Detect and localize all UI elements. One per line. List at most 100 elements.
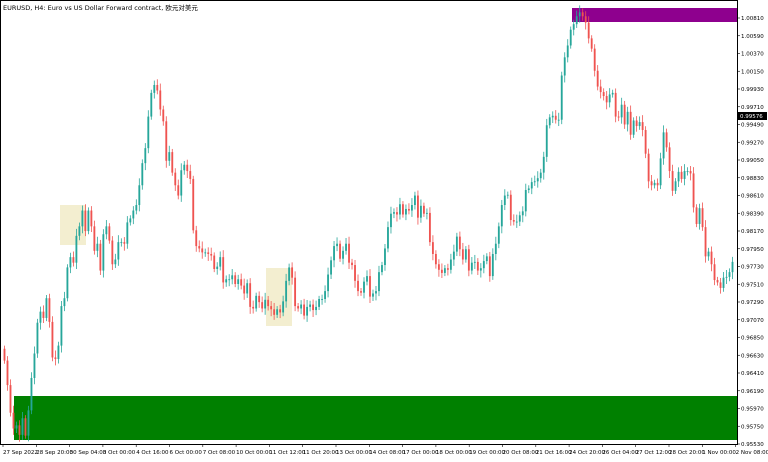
bear-candle <box>267 296 270 311</box>
bull-candle <box>132 206 135 225</box>
bull-candle <box>494 236 497 261</box>
candle-body <box>363 281 365 293</box>
candle-body <box>650 181 653 186</box>
candle-body <box>485 256 488 262</box>
bull-candle <box>120 238 123 247</box>
bull-candle <box>390 206 392 234</box>
candle-body <box>273 309 276 315</box>
bear-candle <box>42 305 45 324</box>
bear-candle <box>554 110 557 124</box>
candle-body <box>419 205 422 218</box>
candle-body <box>144 148 147 164</box>
price-label: 0.96850 <box>741 336 764 342</box>
candle-body <box>632 120 635 135</box>
candle-body <box>93 226 96 251</box>
candle-body <box>126 222 129 244</box>
candle-body <box>689 171 692 174</box>
bear-candle <box>162 105 165 126</box>
price-label: 0.95750 <box>741 424 764 430</box>
candle-body <box>192 178 195 231</box>
candle-body <box>671 171 674 191</box>
bear-candle <box>671 164 674 196</box>
bull-candle <box>147 110 150 154</box>
bear-candle <box>461 242 464 265</box>
candle-body <box>396 212 398 215</box>
candle-body <box>725 276 728 278</box>
bear-candle <box>458 231 461 257</box>
bear-candle <box>440 263 443 278</box>
bull-candle <box>659 152 662 190</box>
bear-candle <box>273 302 276 320</box>
candle-body <box>84 210 87 232</box>
candle-body <box>629 111 632 135</box>
candle-body <box>342 250 344 259</box>
bull-candle <box>345 238 347 255</box>
candle-body <box>288 267 291 281</box>
time-label: 7 Oct 08:00 <box>203 450 236 456</box>
candle-body <box>653 182 656 186</box>
bear-candle <box>156 79 159 95</box>
bear-candle <box>90 206 93 233</box>
time-label: 24 Oct 20:00 <box>569 450 605 456</box>
candle-body <box>455 236 458 252</box>
candle-body <box>635 120 638 127</box>
bear-candle <box>297 302 300 312</box>
candle-body <box>575 16 578 25</box>
bear-candle <box>243 278 246 300</box>
candle-body <box>18 425 21 435</box>
candle-body <box>261 302 264 309</box>
bull-candle <box>129 215 132 226</box>
candles <box>3 5 734 442</box>
bear-candle <box>312 299 315 318</box>
candle-body <box>476 261 479 271</box>
candle-body <box>659 158 662 186</box>
candle-body <box>414 195 416 206</box>
candle-body <box>177 185 180 196</box>
bear-candle <box>647 148 650 189</box>
bull-candle <box>288 263 291 286</box>
candle-body <box>87 210 90 232</box>
candle-body <box>198 246 201 249</box>
bear-candle <box>467 244 470 277</box>
bull-candle <box>309 300 312 312</box>
candle-body <box>165 121 168 161</box>
bear-candle <box>261 296 264 313</box>
bear-candle <box>713 257 716 286</box>
supply-zone <box>572 8 737 22</box>
bull-candle <box>117 235 120 266</box>
bear-candle <box>258 291 261 308</box>
bull-candle <box>539 168 542 183</box>
candle-body <box>393 212 395 214</box>
time-label: 27 Sep 2022 <box>3 450 38 456</box>
candle-body <box>680 171 683 179</box>
time-label: 20 Oct 08:00 <box>503 450 539 456</box>
current-price-label: 0.99576 <box>740 114 763 120</box>
bear-candle <box>222 250 225 289</box>
candle-body <box>159 90 162 110</box>
bear-candle <box>428 207 431 246</box>
candle-body <box>156 84 159 91</box>
candle-body <box>51 321 54 358</box>
bear-candle <box>174 168 177 191</box>
price-label: 1.00590 <box>741 34 764 40</box>
bull-candle <box>728 268 731 282</box>
bull-candle <box>414 191 416 210</box>
candle-body <box>354 265 356 281</box>
candle-body <box>132 210 135 219</box>
bull-candle <box>324 285 326 303</box>
bull-candle <box>491 248 494 280</box>
bear-candle <box>354 259 356 288</box>
bull-candle <box>674 178 677 194</box>
time-label: 17 Oct 00:00 <box>403 450 439 456</box>
candle-body <box>249 283 252 307</box>
price-label: 0.96190 <box>741 389 764 395</box>
candle-body <box>674 181 677 191</box>
bear-candle <box>123 237 126 251</box>
candle-body <box>213 255 216 269</box>
bull-candle <box>686 167 689 176</box>
time-label: 28 Oct 20:00 <box>669 450 705 456</box>
candle-body <box>24 418 27 436</box>
bull-candle <box>575 10 578 28</box>
